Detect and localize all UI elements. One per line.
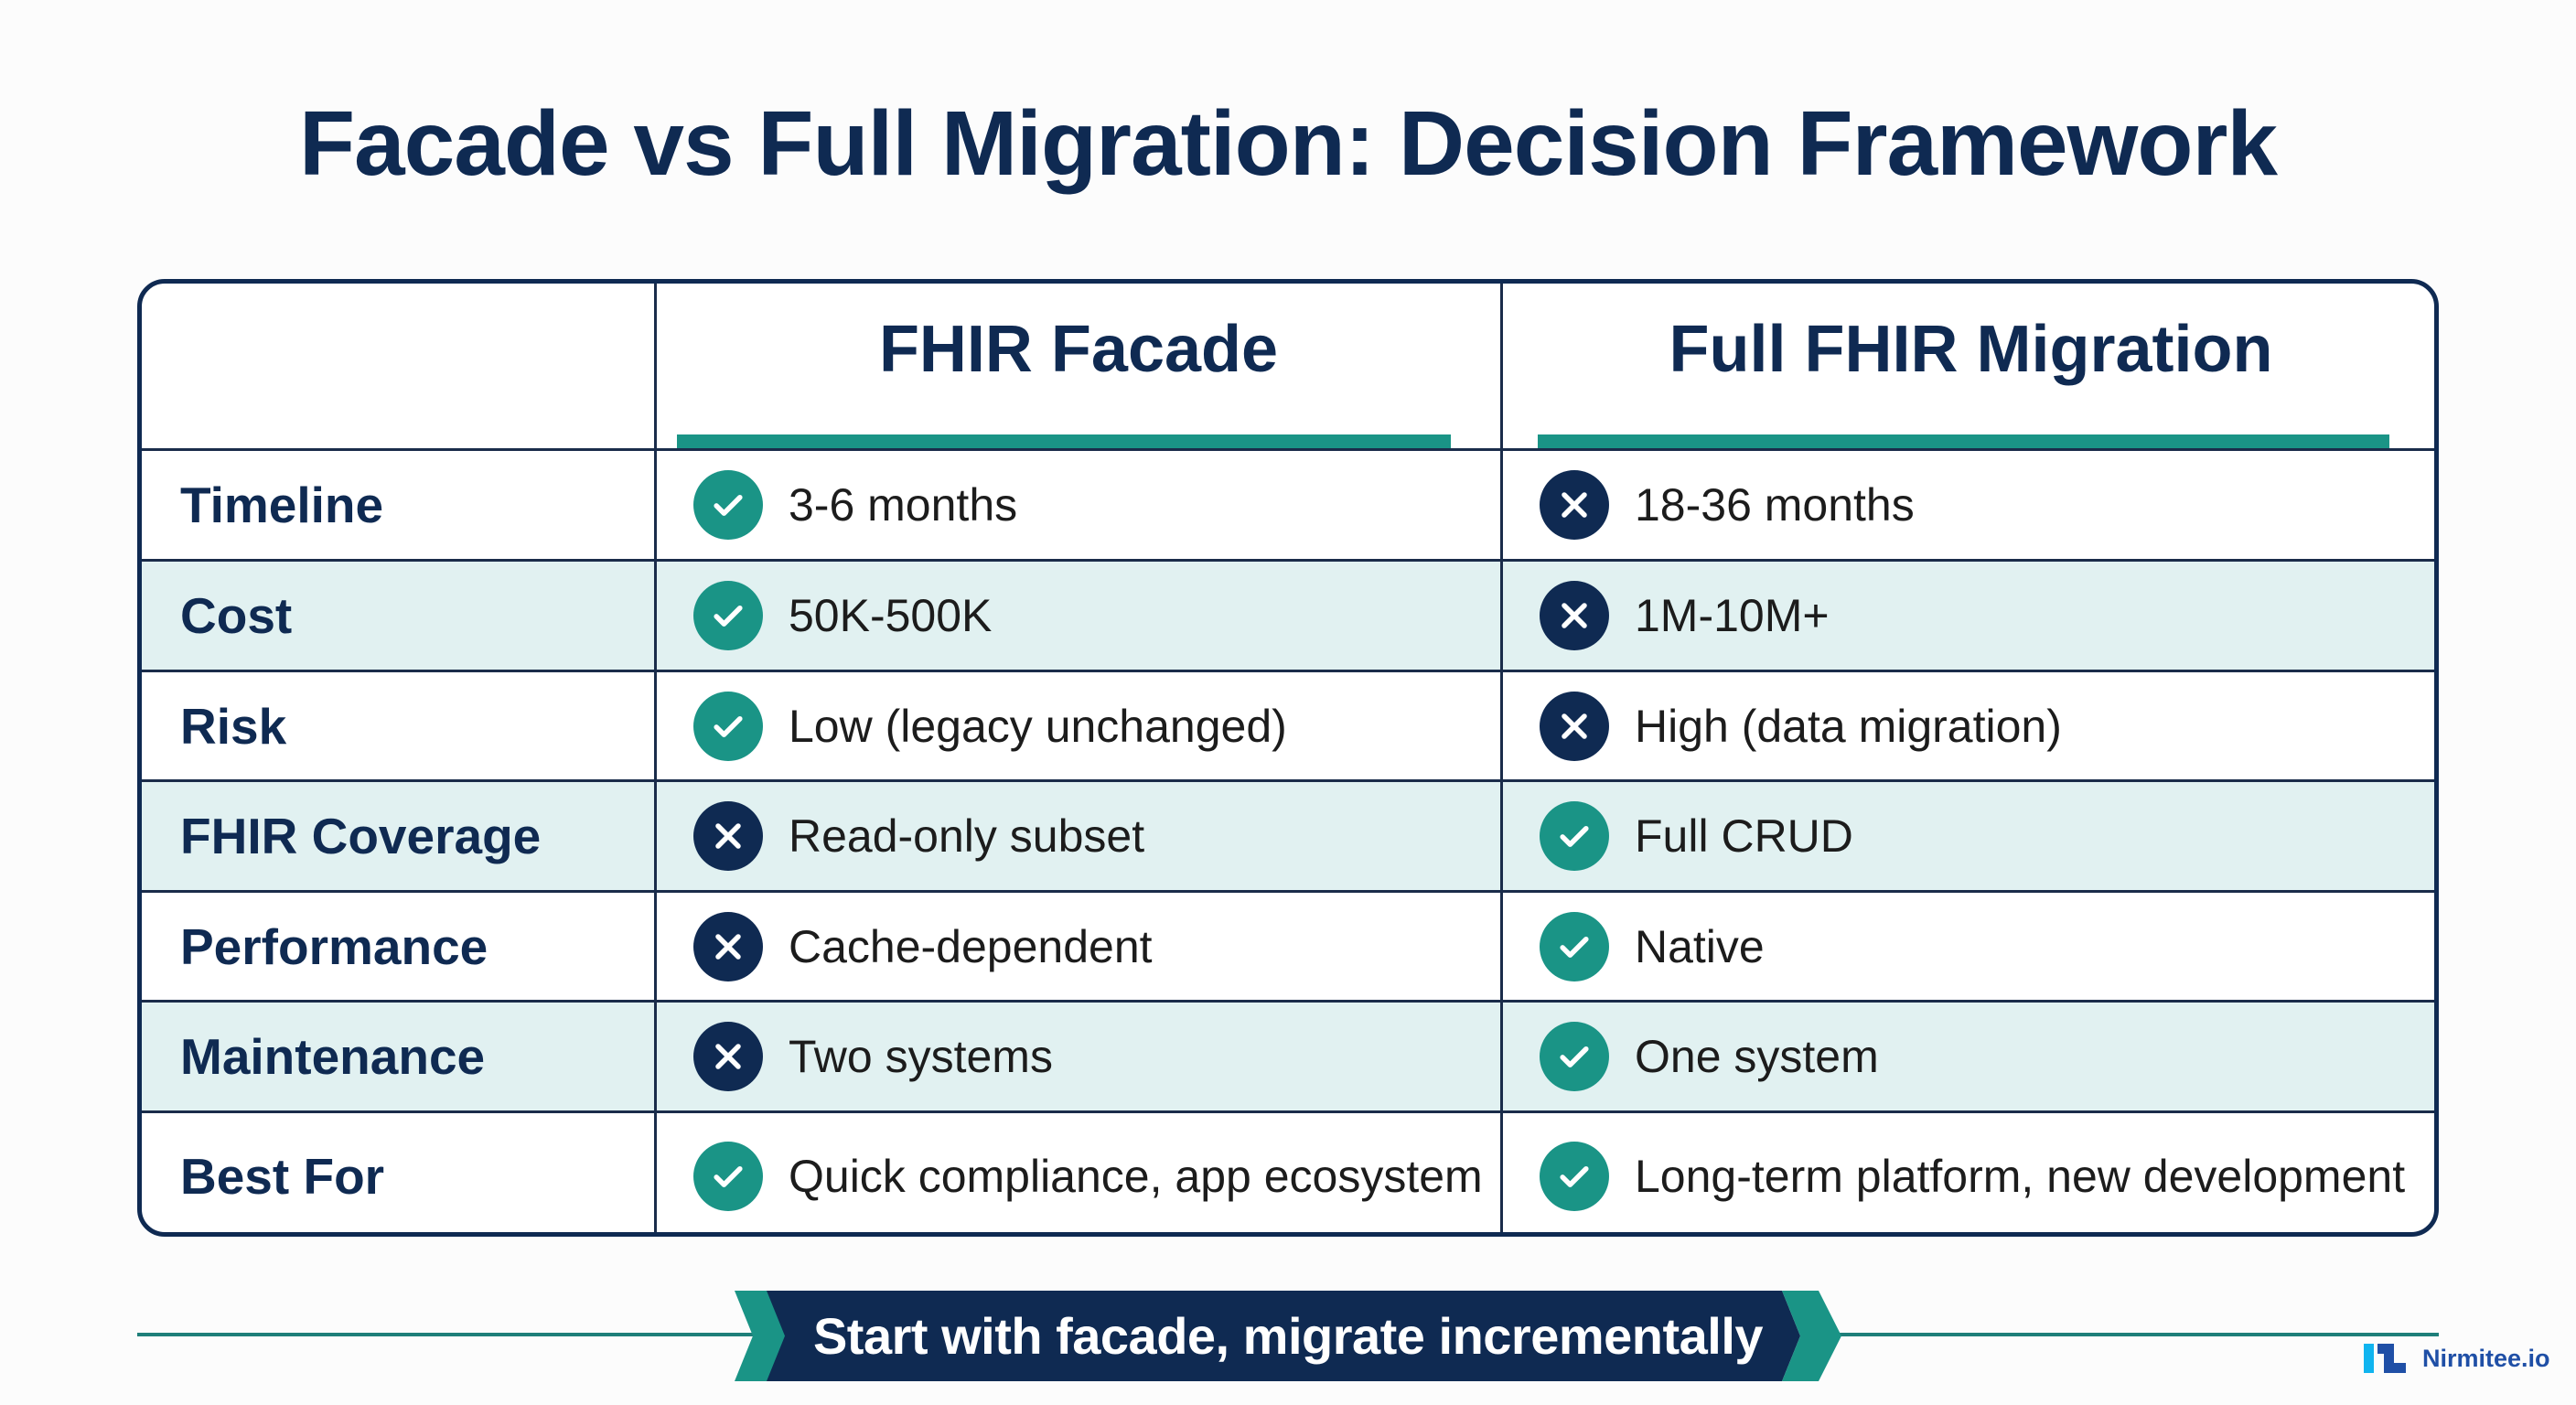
x-circle-icon [1540, 470, 1609, 540]
row-label: Maintenance [180, 1028, 486, 1085]
cell-value: 50K-500K [789, 590, 993, 641]
nirmitee-logo-icon [2364, 1344, 2406, 1373]
column-accent-bar [1538, 434, 2389, 448]
header-empty-cell [142, 284, 654, 448]
cell-value: Read-only subset [789, 810, 1145, 862]
row-label: Risk [180, 697, 287, 755]
x-circle-icon [693, 911, 763, 981]
table-row: Cost 50K-500K 1M-10M+ [142, 559, 2434, 670]
cell-value: Full CRUD [1635, 810, 1853, 862]
table-row: FHIR Coverage Read-only subset Full CRUD [142, 779, 2434, 890]
table-row: Timeline 3-6 months 18-36 months [142, 448, 2434, 559]
check-circle-icon [693, 581, 763, 650]
check-circle-icon [1540, 801, 1609, 871]
check-circle-icon [693, 691, 763, 761]
row-label: FHIR Coverage [180, 808, 542, 864]
check-circle-icon [1540, 1022, 1609, 1091]
cell-value: 3-6 months [789, 479, 1018, 531]
x-circle-icon [1540, 581, 1609, 650]
row-label: Cost [180, 587, 293, 644]
check-circle-icon [693, 1141, 763, 1211]
check-circle-icon [1540, 1141, 1609, 1211]
cell-value: Long-term platform, new development [1635, 1150, 2406, 1202]
table-row: Performance Cache-dependent Native [142, 890, 2434, 1000]
column-header-label: Full FHIR Migration [1669, 313, 2273, 386]
brand-logo[interactable]: Nirmitee.io [2364, 1342, 2550, 1375]
footer-rule-left [137, 1333, 759, 1336]
recommendation-banner: Start with facade, migrate incrementally [735, 1291, 1841, 1381]
x-circle-icon [1540, 691, 1609, 761]
column-header-label: FHIR Facade [878, 313, 1279, 386]
cell-value: Quick compliance, app ecosystem [789, 1150, 1483, 1202]
table-row: Maintenance Two systems One system [142, 1000, 2434, 1110]
cell-value: One system [1635, 1031, 1879, 1082]
table-header-row: FHIR Facade Full FHIR Migration [142, 284, 2434, 448]
banner-arrow-shape [735, 1291, 1841, 1381]
cell-value: 18-36 months [1635, 479, 1915, 531]
check-circle-icon [693, 470, 763, 540]
table-row: Risk Low (legacy unchanged) High (data m… [142, 670, 2434, 779]
footer-rule-right [1830, 1333, 2439, 1336]
cell-value: Low (legacy unchanged) [789, 700, 1287, 752]
brand-name: Nirmitee.io [2422, 1344, 2550, 1372]
column-header-fhir-facade: FHIR Facade [654, 284, 1500, 448]
cell-value: Cache-dependent [789, 920, 1153, 972]
x-circle-icon [693, 1022, 763, 1091]
table-row: Best For Quick compliance, app ecosystem… [142, 1110, 2434, 1232]
row-label: Timeline [180, 477, 384, 533]
cell-value: Two systems [789, 1031, 1053, 1082]
cell-value: High (data migration) [1635, 700, 2062, 752]
column-header-full-fhir-migration: Full FHIR Migration [1500, 284, 2434, 448]
check-circle-icon [1540, 911, 1609, 981]
row-label: Performance [180, 917, 488, 975]
row-label: Best For [180, 1147, 385, 1205]
x-circle-icon [693, 801, 763, 871]
cell-value: Native [1635, 920, 1765, 972]
banner-text: Start with facade, migrate incrementally [812, 1307, 1764, 1365]
cell-value: 1M-10M+ [1635, 590, 1830, 641]
comparison-table: FHIR Facade Full FHIR Migration Timeline… [137, 279, 2439, 1237]
page-title: Facade vs Full Migration: Decision Frame… [298, 92, 2278, 195]
column-accent-bar [677, 434, 1451, 448]
